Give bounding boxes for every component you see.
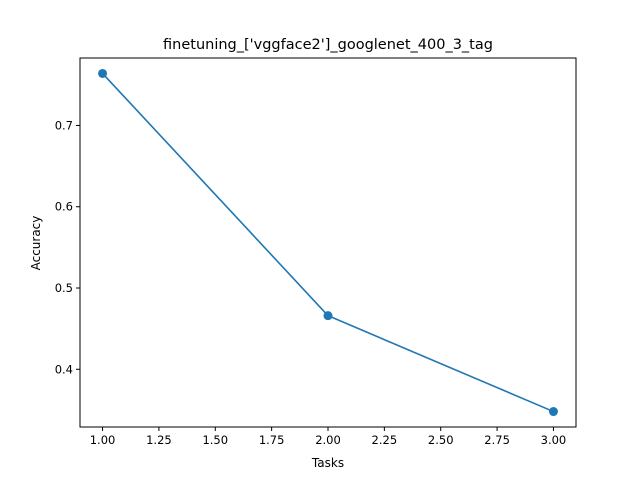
data-point [548,407,558,417]
x-tick-label: 1.75 [259,433,285,447]
y-tick-label: 0.4 [55,362,73,376]
x-tick-label: 2.25 [372,433,398,447]
x-tick-label: 2.75 [484,433,510,447]
x-tick-label: 2.00 [315,433,341,447]
y-tick-label: 0.6 [55,200,73,214]
data-point [323,311,333,321]
y-tick-label: 0.7 [55,118,73,132]
y-tick-label: 0.5 [55,281,73,295]
x-tick-label: 1.25 [146,433,172,447]
x-tick-label: 2.50 [428,433,454,447]
chart-title: finetuning_['vggface2']_googlenet_400_3_… [163,37,493,53]
x-axis-label: Tasks [311,456,344,470]
x-tick-label: 1.00 [90,433,116,447]
y-axis-label: Accuracy [29,216,43,271]
plot-area [98,68,558,417]
data-point [98,68,108,78]
x-tick-label: 1.50 [202,433,228,447]
axes: 1.00 1.25 1.50 1.75 2.00 2.25 2.50 2.75 3.00 0.4 0… [55,57,577,447]
x-tick-label: 3.00 [541,433,567,447]
